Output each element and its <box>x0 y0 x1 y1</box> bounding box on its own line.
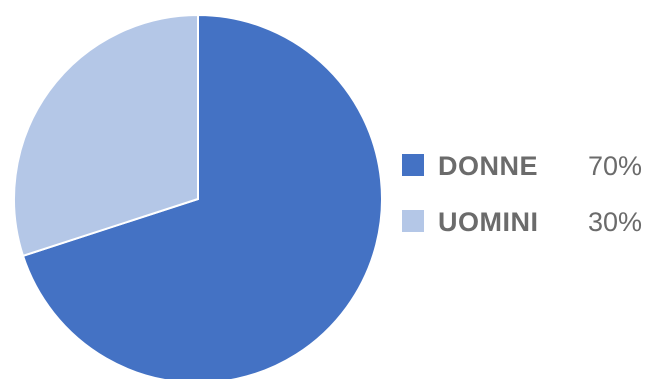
pie-slice-donne <box>21 13 383 379</box>
pie-slices <box>13 13 383 379</box>
legend-value-donne: 70% <box>587 151 642 181</box>
legend-swatch-uomini <box>402 210 424 232</box>
legend-swatch-donne <box>402 154 424 176</box>
legend-item-donne: DONNE 70% <box>402 146 648 202</box>
legend-item-uomini: UOMINI 30% <box>402 202 648 258</box>
legend-label-uomini: UOMINI <box>438 207 539 237</box>
legend: DONNE 70% UOMINI 30% <box>402 146 648 258</box>
legend-value-uomini: 30% <box>587 207 642 237</box>
pie-slice-uomini <box>13 13 199 258</box>
legend-label-donne: DONNE <box>438 151 539 181</box>
